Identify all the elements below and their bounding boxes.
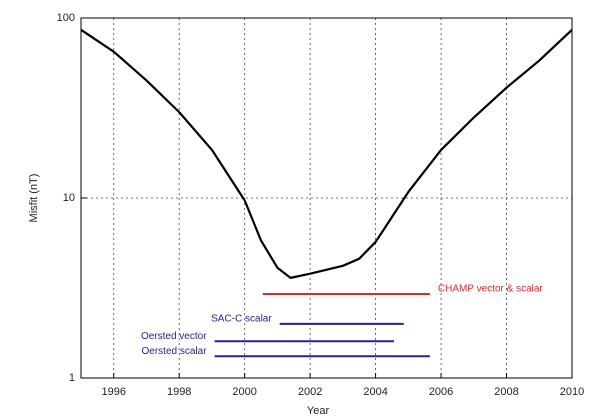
x-axis-label: Year	[307, 405, 330, 417]
plot-frame	[80, 17, 573, 379]
span-label: Oersted vector	[141, 331, 207, 342]
span-label: CHAMP vector & scalar	[438, 284, 544, 295]
x-tick-label: 2008	[494, 386, 518, 398]
x-tick-label: 1996	[101, 386, 125, 398]
y-tick-label: 1	[69, 372, 75, 384]
x-tick-label: 2006	[429, 386, 453, 398]
x-tick-label: 1998	[167, 386, 191, 398]
curve	[80, 28, 573, 279]
x-tick-label: 2010	[560, 386, 584, 398]
y-tick-label: 100	[57, 12, 75, 24]
y-tick-label: 10	[63, 192, 75, 204]
span-label: SAC-C scalar	[211, 313, 272, 324]
x-tick-label: 2004	[363, 386, 387, 398]
span-label: Oersted scalar	[142, 346, 208, 357]
x-tick-label: 2000	[232, 386, 256, 398]
y-axis-label: Misfit (nT)	[28, 174, 40, 223]
x-tick-label: 2002	[298, 386, 322, 398]
